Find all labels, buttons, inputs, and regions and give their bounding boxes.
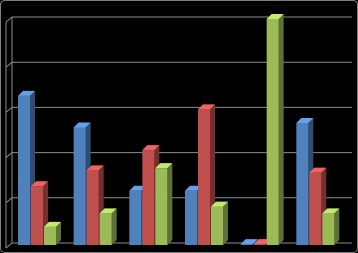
bar-side (167, 163, 173, 245)
bar (142, 150, 155, 245)
bar-top (322, 208, 340, 214)
bar (198, 109, 210, 246)
bar (129, 190, 142, 245)
bar-side (223, 201, 228, 245)
bar-top (253, 239, 271, 245)
bar-top (44, 221, 61, 227)
bar-top (129, 185, 147, 191)
bar (18, 95, 30, 245)
bar (155, 168, 168, 245)
bar-top (86, 165, 104, 171)
bar (309, 172, 322, 245)
bar-top (142, 145, 160, 151)
bar (211, 206, 223, 245)
bar-side (56, 221, 61, 245)
grid-line-side (5, 152, 13, 158)
bar (31, 186, 43, 245)
bar-side (111, 208, 117, 245)
bar-top (155, 163, 173, 169)
bar-top (198, 104, 215, 110)
bar-top (266, 14, 284, 19)
bar (73, 127, 86, 245)
bar (240, 244, 253, 245)
grid-line-side (5, 16, 13, 23)
bar (44, 226, 56, 245)
bar-top (18, 90, 35, 96)
bar-side (278, 14, 284, 245)
grid-line-side (5, 197, 13, 204)
grid-line-side (5, 107, 13, 113)
bar (253, 244, 266, 245)
grid-line-side (5, 242, 13, 249)
bar (266, 19, 279, 245)
bar (99, 213, 112, 245)
bar-side (252, 239, 258, 245)
bar-side (334, 208, 340, 245)
bar-top (296, 117, 314, 123)
bar (86, 170, 99, 245)
grid-line-side (5, 61, 13, 68)
bar (322, 213, 335, 245)
bar-top (240, 239, 258, 245)
bar (185, 190, 197, 245)
bar (296, 122, 309, 245)
bar-top (309, 167, 327, 173)
bar-top (73, 122, 91, 128)
bar-top (211, 201, 228, 207)
bar-top (185, 185, 202, 191)
bar-top (99, 208, 117, 214)
bar-top (31, 181, 48, 187)
